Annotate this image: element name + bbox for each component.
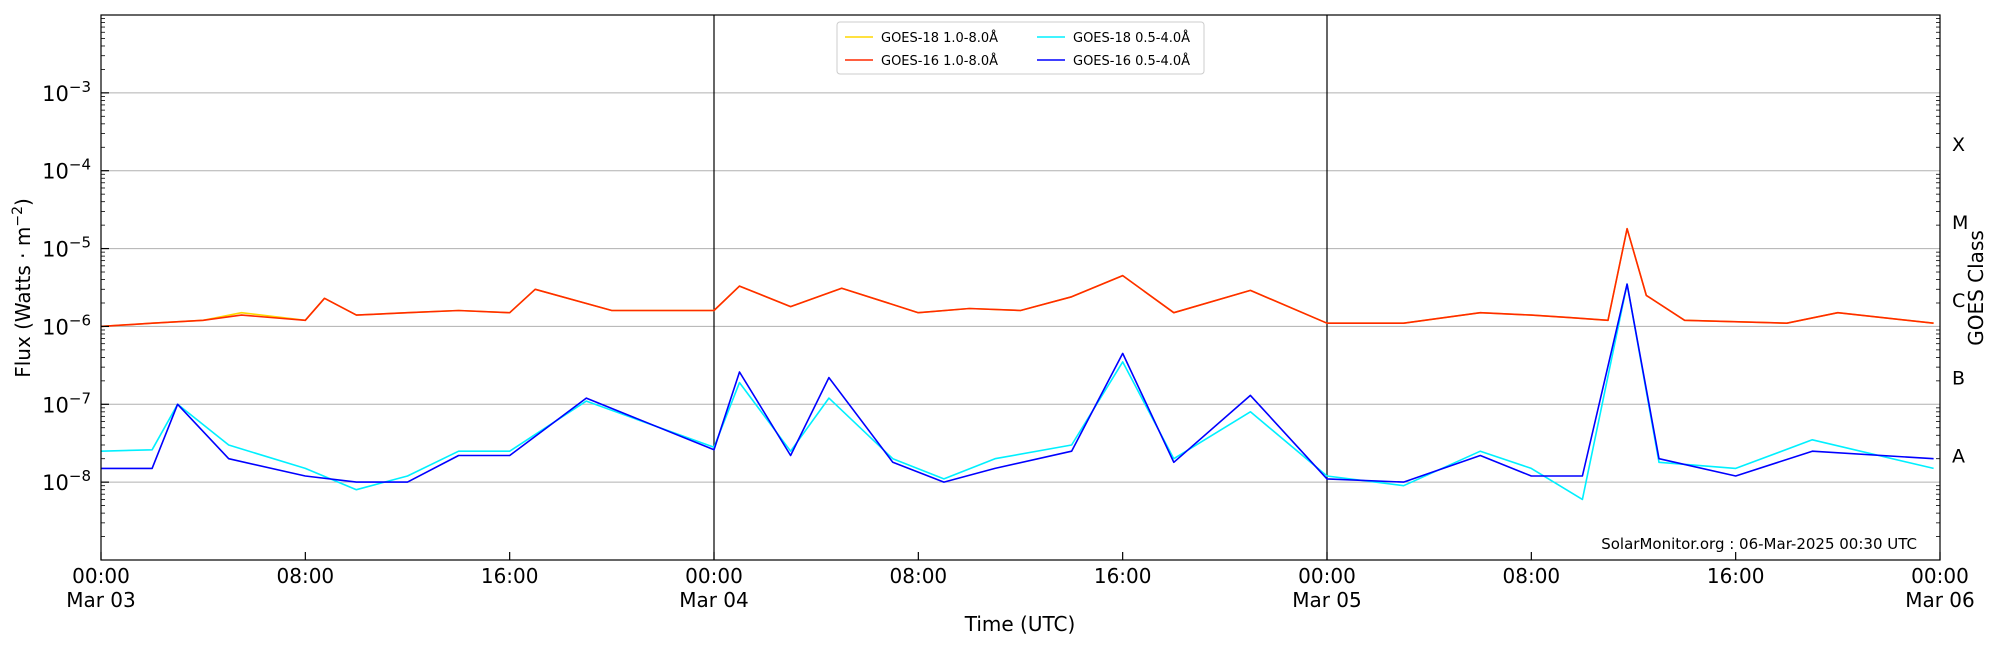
- x-tick-label-1: 08:00: [277, 564, 335, 588]
- goes-class-M: M: [1952, 212, 1968, 234]
- goes-class-C: C: [1952, 290, 1965, 312]
- y-tick-label-5: 10−3: [42, 78, 91, 106]
- x-tick-label-2: 16:00: [481, 564, 539, 588]
- goes-class-labels: A B C M X: [1952, 134, 1968, 467]
- legend-entry-2: GOES-18 0.5-4.0Å: [1073, 30, 1190, 46]
- series-line-3: [101, 283, 1934, 483]
- legend-box: [836, 21, 1205, 75]
- x-tick-date-3: Mar 04: [679, 588, 749, 612]
- legend: GOES-18 1.0-8.0Å GOES-16 1.0-8.0Å GOES-1…: [836, 21, 1205, 75]
- x-tick-date-6: Mar 05: [1292, 588, 1362, 612]
- y-tick-label-2: 10−6: [42, 311, 91, 339]
- y-tick-label-0: 10−8: [42, 467, 91, 495]
- series-lines: [101, 227, 1934, 501]
- goes-class-A: A: [1952, 445, 1965, 467]
- x-axis-label: Time (UTC): [964, 612, 1076, 636]
- goes-class-B: B: [1952, 368, 1965, 390]
- legend-entry-0: GOES-18 1.0-8.0Å: [881, 30, 998, 46]
- plot-frame: [100, 14, 1941, 561]
- x-tick-label-5: 16:00: [1094, 564, 1152, 588]
- legend-entry-1: GOES-16 1.0-8.0Å: [881, 53, 998, 69]
- series-line-2: [101, 283, 1934, 501]
- goes-class-X: X: [1952, 134, 1965, 156]
- x-tick-label-4: 08:00: [890, 564, 948, 588]
- x-tick-label-7: 08:00: [1503, 564, 1561, 588]
- x-tick-label-3: 00:00: [685, 564, 743, 588]
- day-boundary-lines: [713, 15, 1328, 560]
- right-axis-label: GOES Class: [1964, 230, 1988, 346]
- x-tick-label-8: 16:00: [1707, 564, 1765, 588]
- y-tick-label-4: 10−4: [42, 156, 91, 184]
- x-tick-label-6: 00:00: [1298, 564, 1356, 588]
- y-axis-label: Flux (Watts · m−2): [10, 198, 35, 378]
- x-tick-label-0: 00:00: [72, 564, 130, 588]
- x-tick-date-0: Mar 03: [66, 588, 136, 612]
- y-tick-label-3: 10−5: [42, 234, 91, 262]
- series-line-0: [101, 227, 1934, 328]
- series-line-1: [101, 227, 1934, 328]
- grid-lines: [101, 92, 1940, 483]
- y-tick-label-1: 10−7: [42, 389, 91, 417]
- x-tick-date-9: Mar 06: [1905, 588, 1975, 612]
- source-annotation: SolarMonitor.org : 06-Mar-2025 00:30 UTC: [1601, 535, 1917, 553]
- legend-entry-3: GOES-16 0.5-4.0Å: [1073, 53, 1190, 69]
- x-tick-label-9: 00:00: [1911, 564, 1969, 588]
- y-axis-ticks: 10−8 10−7 10−6 10−5 10−4 10−3: [42, 18, 1940, 537]
